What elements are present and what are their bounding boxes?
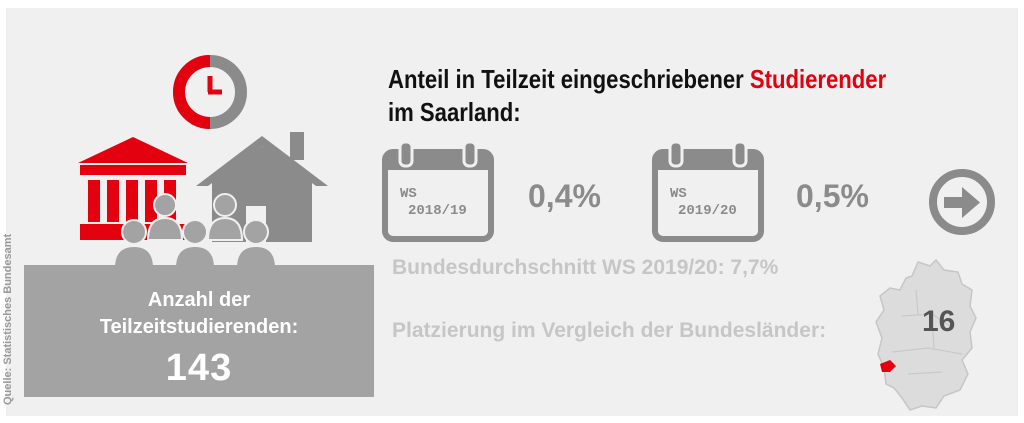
calendar-icon	[652, 140, 764, 242]
ranking-label: Platzierung im Vergleich der Bundeslände…	[392, 319, 827, 342]
share-value-2: 0,5%	[796, 178, 869, 214]
calendar-icon	[382, 140, 494, 242]
semester-2-year: 2019/20	[678, 203, 737, 219]
saarland-region	[880, 360, 896, 372]
people-icon	[112, 193, 278, 269]
federal-average: Bundesdurchschnitt WS 2019/20: 7,7%	[392, 256, 779, 279]
ranking-value: 16	[922, 305, 956, 338]
semester-2-ws: WS	[670, 186, 687, 202]
icon-group	[78, 55, 328, 269]
count-label-line2: Teilzeitstudierenden:	[99, 316, 299, 338]
headline-text: Anteil in Teilzeit eingeschriebener	[388, 64, 750, 94]
student-count-label: Anzahl der Teilzeitstudierenden:	[24, 287, 374, 341]
headline-line2: im Saarland:	[388, 97, 521, 127]
share-value-1: 0,4%	[528, 178, 601, 214]
germany-map-icon	[875, 258, 977, 411]
arrow-right-icon[interactable]	[928, 168, 996, 236]
semester-1-ws: WS	[400, 186, 417, 202]
count-label-line1: Anzahl der	[147, 289, 251, 311]
semester-1-year: 2018/19	[408, 203, 467, 219]
headline-accent: Studierender	[749, 64, 887, 94]
student-count-value: 143	[165, 347, 233, 389]
semester-label-2: WS 2019/20	[670, 186, 737, 220]
headline-line1: Anteil in Teilzeit eingeschriebener Stud…	[388, 63, 886, 96]
semester-label-1: WS 2018/19	[400, 186, 467, 220]
student-count-box: Anzahl der Teilzeitstudierenden: 143	[24, 265, 374, 397]
clock-icon	[173, 55, 247, 129]
headline: Anteil in Teilzeit eingeschriebener Stud…	[388, 63, 886, 129]
